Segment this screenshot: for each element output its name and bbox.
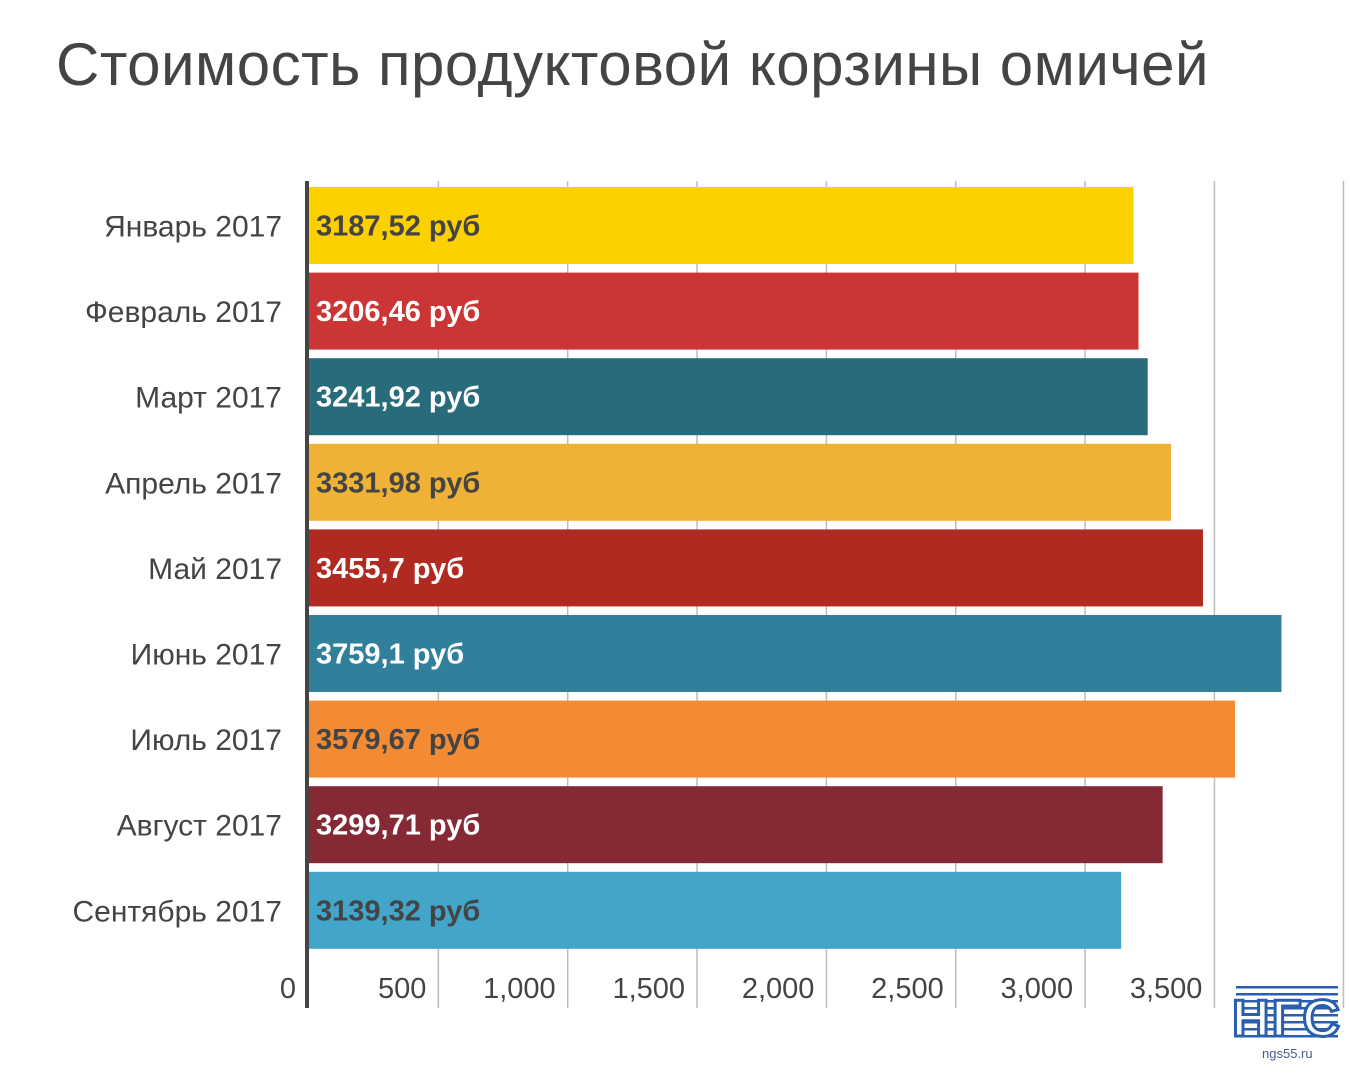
logo-stripe — [1236, 1028, 1338, 1031]
bar — [309, 272, 1139, 350]
bar-value-label: 3299,71 руб — [316, 810, 480, 842]
logo-stripe — [1236, 1014, 1338, 1017]
logo-stripe — [1236, 1000, 1338, 1003]
bar — [309, 187, 1134, 264]
logo-stripe — [1236, 1007, 1338, 1010]
x-tick-labels: 0 500 1,000 1,500 2,000 2,500 3,000 3,500 — [280, 973, 1203, 1005]
ngs-logo: НГС — [1232, 986, 1342, 1050]
logo-stripe — [1236, 993, 1338, 996]
category-labels: Январь 2017 Февраль 2017 Март 2017 Апрель 2… — [73, 211, 282, 929]
logo-stripe — [1236, 1035, 1338, 1038]
bar-value-label: 3139,32 руб — [316, 895, 480, 927]
logo-url: ngs55.ru — [1262, 1046, 1313, 1061]
category-label: Сентябрь 2017 — [73, 895, 282, 928]
x-tick-label: 3,500 — [1130, 973, 1203, 1005]
logo-stripes — [1236, 986, 1338, 1038]
bar — [309, 529, 1203, 607]
bar — [309, 871, 1122, 949]
bar — [309, 700, 1236, 778]
bar-value-label: 3241,92 руб — [316, 382, 480, 414]
x-tick-label: 2,500 — [871, 973, 944, 1005]
bar — [309, 615, 1282, 692]
category-label: Май 2017 — [148, 553, 282, 586]
x-tick-label: 500 — [378, 973, 426, 1005]
bar — [309, 443, 1171, 521]
category-label: Август 2017 — [117, 810, 282, 843]
bar-value-label: 3759,1 руб — [316, 639, 464, 671]
bar-value-label: 3455,7 руб — [316, 553, 464, 585]
x-tick-label: 2,000 — [742, 973, 815, 1005]
category-label: Июль 2017 — [130, 724, 282, 757]
bar — [309, 786, 1163, 864]
bar-value-label: 3206,46 руб — [316, 296, 480, 328]
category-label: Апрель 2017 — [105, 467, 282, 500]
x-tick-label: 0 — [280, 973, 296, 1005]
logo-stripe — [1236, 1021, 1338, 1024]
x-tick-label: 1,500 — [612, 973, 685, 1005]
logo-stripe — [1236, 986, 1338, 989]
x-tick-label: 3,000 — [1001, 973, 1074, 1005]
bar-value-label: 3187,52 руб — [316, 211, 480, 243]
bar-value-label: 3331,98 руб — [316, 467, 480, 499]
bars: 3187,52 руб 3206,46 руб 3241,92 руб 3331,98… — [309, 187, 1282, 949]
logo-text: НГС — [1232, 990, 1342, 1048]
bar — [309, 358, 1148, 436]
category-label: Февраль 2017 — [85, 296, 282, 329]
x-tick-label: 1,000 — [483, 973, 556, 1005]
chart-title: Стоимость продуктовой корзины омичей — [56, 31, 1210, 98]
category-label: Июнь 2017 — [131, 639, 282, 672]
category-label: Март 2017 — [135, 382, 282, 415]
bar-value-label: 3579,67 руб — [316, 724, 480, 756]
category-label: Январь 2017 — [104, 211, 282, 244]
